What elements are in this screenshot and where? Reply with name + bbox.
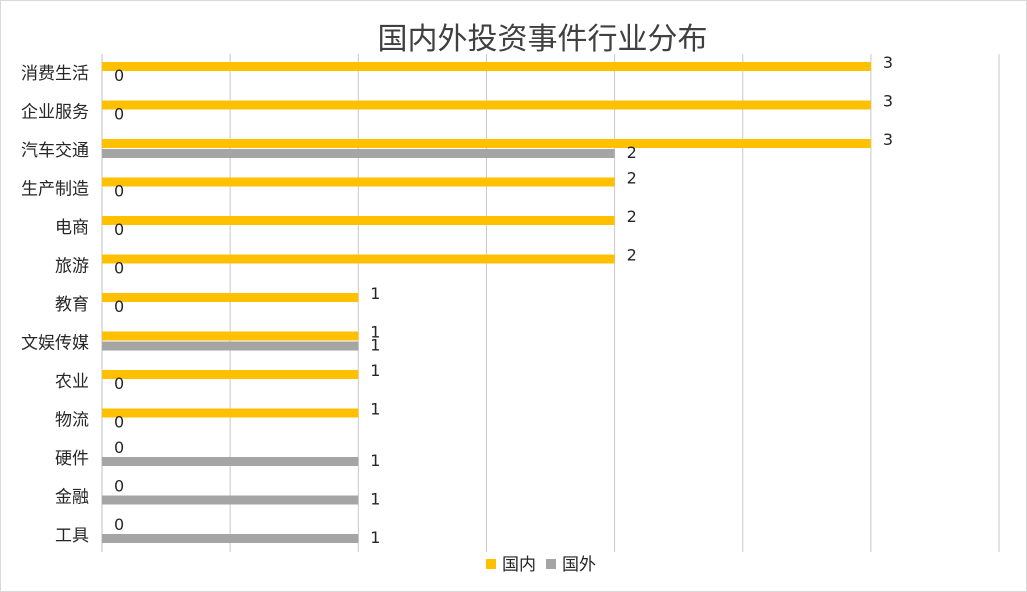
value-label: 0 [114,374,124,393]
bar [102,408,359,418]
bar [102,149,615,158]
value-label: 3 [883,92,893,111]
bar [102,495,359,505]
value-label: 2 [627,143,637,162]
legend-swatch [486,559,496,569]
category-label: 文娱传媒 [21,334,89,354]
value-label: 0 [114,182,124,201]
value-label: 0 [114,515,124,534]
value-label: 0 [114,259,124,278]
value-label: 1 [370,528,380,547]
category-label: 汽车交通 [21,141,89,161]
category-label: 金融 [55,488,89,508]
category-label: 硬件 [55,449,89,469]
category-label: 电商 [55,218,89,238]
value-label: 0 [114,105,124,124]
bar [102,341,359,351]
gridlines [101,54,1000,552]
value-label: 1 [370,284,380,303]
bar [102,331,359,341]
bar [102,370,359,379]
value-label: 0 [114,438,124,457]
value-label: 2 [627,169,637,188]
category-label: 消费生活 [21,64,89,84]
value-label: 3 [883,53,893,72]
legend-label: 国外 [562,555,596,575]
bar [102,100,871,110]
bar [102,216,615,225]
category-label: 教育 [55,295,89,315]
value-label: 1 [370,490,380,509]
value-label: 0 [114,297,124,316]
value-label: 1 [370,323,380,342]
category-label: 工具 [55,526,89,546]
legend-label: 国内 [502,555,536,575]
bar [102,177,615,187]
value-label: 0 [114,66,124,85]
category-label: 企业服务 [21,103,89,123]
chart-title: 国内外投资事件行业分布 [377,22,708,57]
value-label: 1 [370,361,380,380]
legend: 国内 国外 [486,555,596,575]
bar [102,457,359,466]
category-label: 农业 [55,372,89,392]
value-label: 2 [627,246,637,265]
value-label: 2 [627,207,637,226]
category-label: 物流 [55,411,89,431]
bar [102,139,871,148]
value-label: 0 [114,477,124,496]
value-label: 1 [370,336,380,355]
bar [102,62,871,71]
value-label: 1 [370,451,380,470]
value-label: 0 [114,220,124,239]
bar [102,293,359,302]
legend-swatch [546,559,556,569]
bar [102,254,615,264]
value-label: 3 [883,130,893,149]
bar [102,534,359,543]
value-label: 0 [114,413,124,432]
category-label: 旅游 [55,257,89,277]
value-label: 1 [370,400,380,419]
category-label: 生产制造 [21,180,89,200]
bars [102,62,871,543]
